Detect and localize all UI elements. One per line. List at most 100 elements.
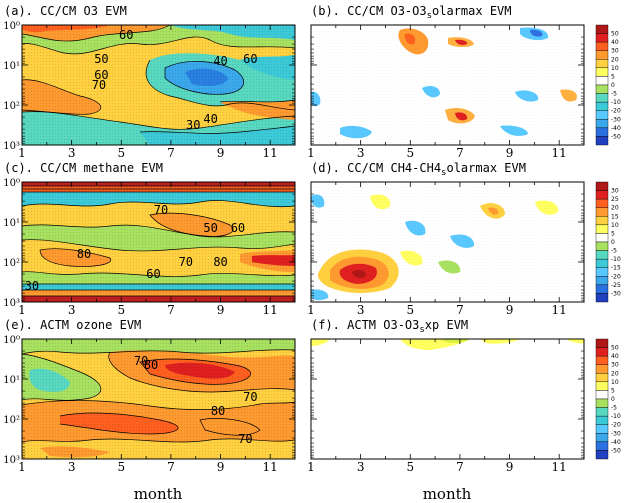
colorbar-segment — [595, 101, 609, 111]
x-tick-label: 3 — [357, 146, 365, 160]
x-tick-label: 3 — [68, 146, 76, 160]
x-tick-label: 7 — [456, 460, 464, 474]
y-tick-label: 10² — [3, 415, 20, 426]
contour-label: 40 — [213, 54, 227, 68]
contour-label: 50 — [94, 52, 108, 66]
colorbar-label: -5 — [611, 405, 617, 412]
x-tick-label: 5 — [117, 460, 125, 474]
x-tick-label: 9 — [506, 303, 514, 317]
colorbar-label: -10 — [611, 256, 621, 263]
colorbar-segment — [595, 50, 609, 60]
contour-label: 70 — [179, 255, 193, 269]
title-c: (c). CC/CM methane EVM — [4, 161, 163, 175]
colorbar-segment — [595, 76, 609, 86]
y-tick-label: 10⁰ — [3, 178, 20, 189]
x-tick-label: 9 — [506, 146, 514, 160]
colorbar-label: 50 — [611, 345, 619, 352]
colorbar-segment — [595, 136, 609, 146]
colorbar-segment — [595, 110, 609, 120]
colorbar-segment — [595, 398, 609, 408]
colorbar-segment — [595, 415, 609, 425]
colorbar-label: -25 — [611, 282, 621, 289]
colorbar-label: 20 — [611, 205, 619, 212]
colorbar-label: -40 — [611, 439, 621, 446]
y-tick-label: 10¹ — [3, 61, 20, 72]
x-tick-label: 9 — [217, 460, 225, 474]
colorbar-segment — [595, 241, 609, 251]
colorbar-segment — [595, 364, 609, 374]
colorbar-segment — [595, 284, 609, 294]
colorbar-label: -40 — [611, 125, 621, 132]
colorbar-segment — [595, 119, 609, 129]
x-tick-label: 5 — [406, 146, 414, 160]
x-tick-label: 11 — [263, 303, 278, 317]
contour-label: 70 — [92, 78, 106, 92]
colorbar-segment — [595, 347, 609, 357]
contour-label: 80 — [211, 404, 225, 418]
colorbar-label: -20 — [611, 422, 621, 429]
colorbar-label: 15 — [611, 213, 619, 220]
colorbar-segment — [595, 276, 609, 286]
colorbar-label: -50 — [611, 133, 621, 140]
y-tick-label: 10¹ — [3, 375, 20, 386]
colorbar-label: -20 — [611, 108, 621, 115]
contour-label: 30 — [25, 279, 39, 293]
colorbar-segment — [595, 41, 609, 51]
x-tick-label: 3 — [357, 460, 365, 474]
y-tick-label: 10³ — [3, 298, 20, 309]
colorbar-label: -30 — [611, 290, 621, 297]
x-tick-label: 7 — [456, 303, 464, 317]
colorbar-segment — [595, 293, 609, 303]
colorbar-label: -30 — [611, 116, 621, 123]
colorbar-label: 20 — [611, 370, 619, 377]
y-tick-label: 10² — [3, 258, 20, 269]
contour-label: 80 — [77, 247, 91, 261]
colorbar-label: 25 — [611, 196, 619, 203]
x-tick-label: 9 — [217, 303, 225, 317]
colorbar-label: -20 — [611, 273, 621, 280]
title-a: (a). CC/CM O3 EVM — [4, 4, 127, 18]
y-tick-label: 10² — [3, 101, 20, 112]
x-tick-label: 1 — [307, 146, 315, 160]
x-tick-label: 5 — [117, 146, 125, 160]
x-tick-label: 11 — [263, 146, 278, 160]
colorbar-segment — [595, 250, 609, 260]
x-tick-label: 1 — [307, 303, 315, 317]
panel-e-plot — [21, 338, 296, 460]
x-tick-label: 7 — [167, 146, 175, 160]
colorbar-segment — [595, 216, 609, 226]
x-tick-label: 7 — [167, 303, 175, 317]
colorbar-segment — [595, 441, 609, 451]
x-tick-label: 1 — [307, 460, 315, 474]
contour-label: 60 — [146, 267, 160, 281]
colorbar-label: 0 — [611, 396, 615, 403]
contour-label: 80 — [213, 255, 227, 269]
x-tick-label: 5 — [117, 303, 125, 317]
colorbar-label: 50 — [611, 31, 619, 38]
contour-label: 70 — [238, 432, 252, 446]
colorbar-label: -5 — [611, 91, 617, 98]
panel-b-plot — [310, 24, 585, 146]
x-tick-label: 11 — [552, 303, 567, 317]
colorbar-label: -15 — [611, 265, 621, 272]
title-d: (d). CC/CM CH4-CH4solarmax EVM — [311, 161, 526, 178]
x-tick-label: 9 — [217, 146, 225, 160]
colorbar-segment — [595, 450, 609, 460]
colorbar-label: 20 — [611, 56, 619, 63]
colorbar-segment — [595, 338, 609, 348]
contour-label: 50 — [203, 221, 217, 235]
colorbar-label: 30 — [611, 48, 619, 55]
colorbar-segment — [595, 424, 609, 434]
colorbar-label: 10 — [611, 379, 619, 386]
x-tick-label: 7 — [167, 460, 175, 474]
title-b: (b). CC/CM O3-O3solarmax EVM — [311, 4, 512, 21]
x-tick-label: 11 — [263, 460, 278, 474]
colorbar-label: 5 — [611, 230, 615, 237]
colorbar-label: 40 — [611, 353, 619, 360]
x-tick-label: 5 — [406, 303, 414, 317]
title-e: (e). ACTM ozone EVM — [4, 318, 141, 332]
panel-a-plot — [21, 24, 296, 146]
colorbar-label: 10 — [611, 222, 619, 229]
x-axis-title-right: month — [423, 485, 472, 503]
